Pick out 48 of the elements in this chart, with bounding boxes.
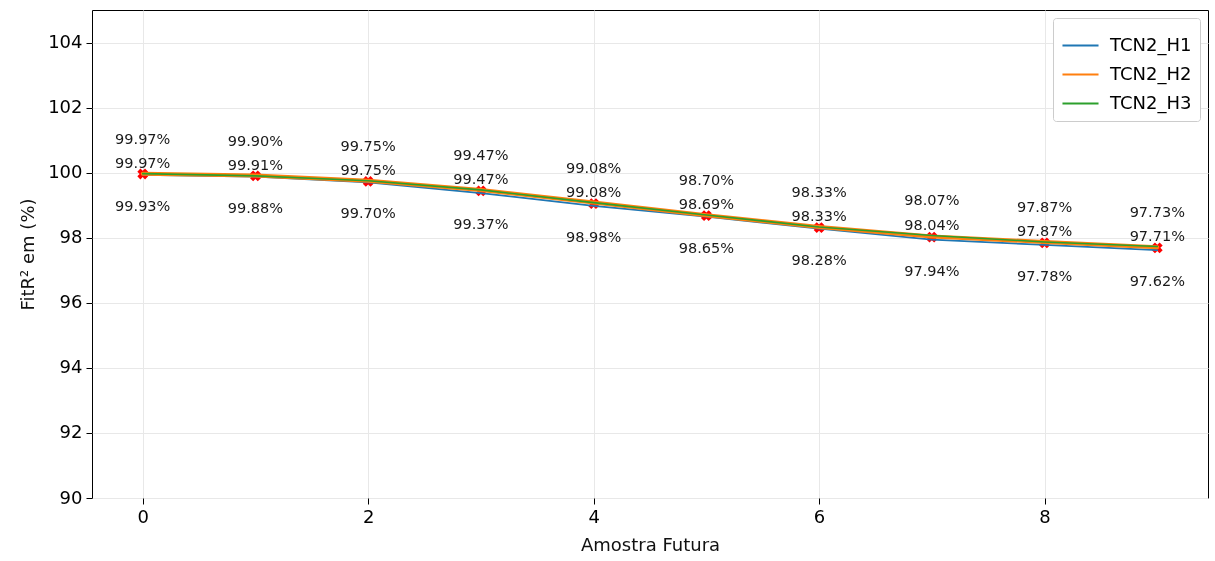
y-axis-title: FitR² em (%) (17, 198, 39, 311)
y-tick-label: 102 (48, 96, 83, 118)
data-label: 97.87% (1016, 222, 1073, 239)
x-tick-label: 8 (1039, 505, 1051, 527)
data-label: 98.65% (678, 239, 735, 256)
y-tick-label: 98 (59, 226, 83, 248)
y-tick-label: 90 (59, 486, 83, 508)
legend-label: TCN2_H3 (1109, 91, 1192, 114)
y-tick-label: 96 (59, 291, 83, 313)
data-label: 98.33% (791, 208, 847, 224)
legend-label: TCN2_H1 (1109, 33, 1192, 56)
data-label: 99.90% (227, 132, 284, 149)
y-tick-label: 104 (48, 31, 83, 53)
data-label: 99.08% (565, 183, 622, 200)
data-label: 99.47% (453, 146, 509, 163)
data-label: 98.98% (565, 228, 622, 245)
data-label: 99.88% (227, 199, 284, 216)
x-tick-label: 4 (588, 505, 600, 527)
data-label: 99.97% (115, 130, 171, 147)
data-label: 98.04% (904, 217, 960, 234)
data-label: 98.07% (904, 192, 960, 209)
legend-label: TCN2_H2 (1109, 62, 1192, 85)
data-label: 98.33% (791, 184, 847, 200)
data-label: 97.87% (1016, 198, 1073, 215)
data-label: 99.97% (115, 154, 171, 171)
data-label: 97.78% (1016, 267, 1073, 284)
data-label: 99.93% (115, 197, 171, 214)
data-label: 98.69% (678, 196, 735, 213)
data-label: 99.08% (565, 159, 622, 176)
x-tick-label: 6 (813, 505, 826, 527)
data-label: 99.37% (453, 216, 509, 233)
y-tick-label: 94 (59, 356, 83, 378)
data-label: 97.73% (1129, 203, 1185, 220)
data-label: 98.28% (791, 251, 847, 268)
data-label: 99.75% (340, 161, 396, 178)
x-axis-title: Amostra Futura (580, 533, 721, 555)
data-label: 99.75% (340, 137, 396, 154)
y-tick-label: 100 (48, 161, 83, 183)
x-tick-label: 2 (362, 505, 375, 527)
y-tick-label: 92 (59, 421, 83, 443)
data-label: 99.70% (340, 205, 396, 222)
data-label: 97.71% (1129, 228, 1185, 245)
data-label: 97.62% (1129, 273, 1185, 290)
data-label: 97.94% (904, 262, 960, 279)
data-label: 98.70% (678, 171, 735, 188)
data-label: 99.47% (453, 170, 509, 187)
x-tick-label: 0 (137, 505, 149, 527)
data-label: 99.91% (227, 156, 284, 173)
